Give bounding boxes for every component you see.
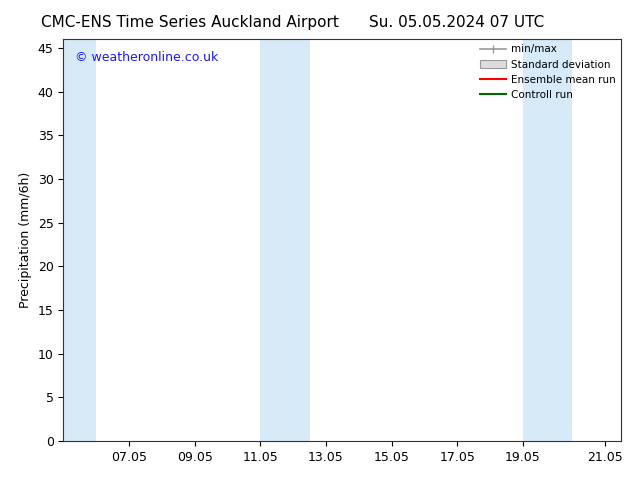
Legend: min/max, Standard deviation, Ensemble mean run, Controll run: min/max, Standard deviation, Ensemble me… [480,45,616,100]
Text: © weatheronline.co.uk: © weatheronline.co.uk [75,51,218,64]
Bar [261,39,309,441]
Y-axis label: Precipitation (mm/6h): Precipitation (mm/6h) [19,172,32,308]
Text: CMC-ENS Time Series Auckland Airport: CMC-ENS Time Series Auckland Airport [41,15,339,30]
Bar [523,39,572,441]
Bar [63,39,96,441]
Text: Su. 05.05.2024 07 UTC: Su. 05.05.2024 07 UTC [369,15,544,30]
